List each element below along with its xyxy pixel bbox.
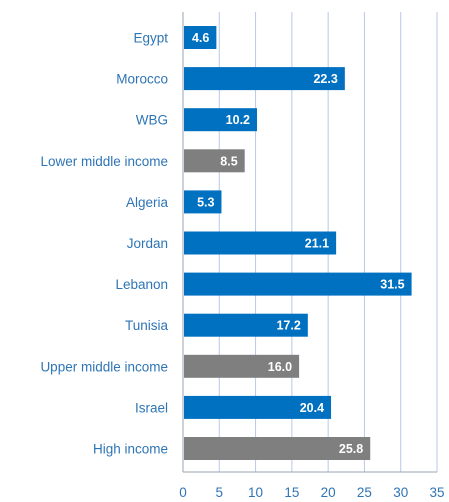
bar-wbg	[184, 108, 258, 132]
bar-lebanon	[184, 272, 412, 296]
category-label: High income	[93, 442, 168, 457]
category-label: Lebanon	[115, 277, 168, 292]
data-label: 22.3	[313, 72, 337, 86]
data-label: 25.8	[339, 442, 363, 456]
data-label: 17.2	[276, 319, 300, 333]
x-tick-label: 0	[179, 485, 187, 500]
x-tick-label: 10	[248, 485, 263, 500]
data-label: 20.4	[300, 401, 324, 415]
x-tick-label: 15	[284, 485, 299, 500]
bar-tunisia	[184, 313, 308, 337]
bar-algeria	[184, 190, 222, 214]
data-label: 4.6	[192, 31, 209, 45]
x-tick-label: 30	[393, 485, 408, 500]
category-label: Jordan	[127, 236, 168, 251]
data-label: 10.2	[226, 113, 250, 127]
data-label: 5.3	[197, 195, 214, 209]
x-tick-label: 25	[357, 485, 372, 500]
category-label: Upper middle income	[40, 359, 168, 374]
data-label: 21.1	[305, 237, 329, 251]
category-label: Morocco	[116, 72, 168, 87]
x-tick-label: 35	[429, 485, 444, 500]
category-label: Egypt	[133, 31, 168, 46]
category-label: Israel	[135, 400, 168, 415]
bar-egypt	[184, 26, 217, 49]
category-label: Lower middle income	[40, 154, 168, 169]
bar-morocco	[184, 67, 345, 91]
bar-lower-middle-income	[184, 149, 245, 173]
data-label: 31.5	[380, 278, 404, 292]
data-label: 8.5	[220, 154, 237, 168]
bar-upper-middle-income	[184, 354, 300, 378]
bar-high-income	[184, 437, 371, 460]
data-label: 16.0	[268, 360, 292, 374]
category-label: WBG	[136, 113, 168, 128]
x-tick-label: 20	[321, 485, 336, 500]
bar-israel	[184, 395, 332, 419]
category-label: Tunisia	[125, 318, 169, 333]
bar-jordan	[184, 231, 337, 255]
x-tick-label: 5	[216, 485, 224, 500]
category-label: Algeria	[126, 195, 169, 210]
